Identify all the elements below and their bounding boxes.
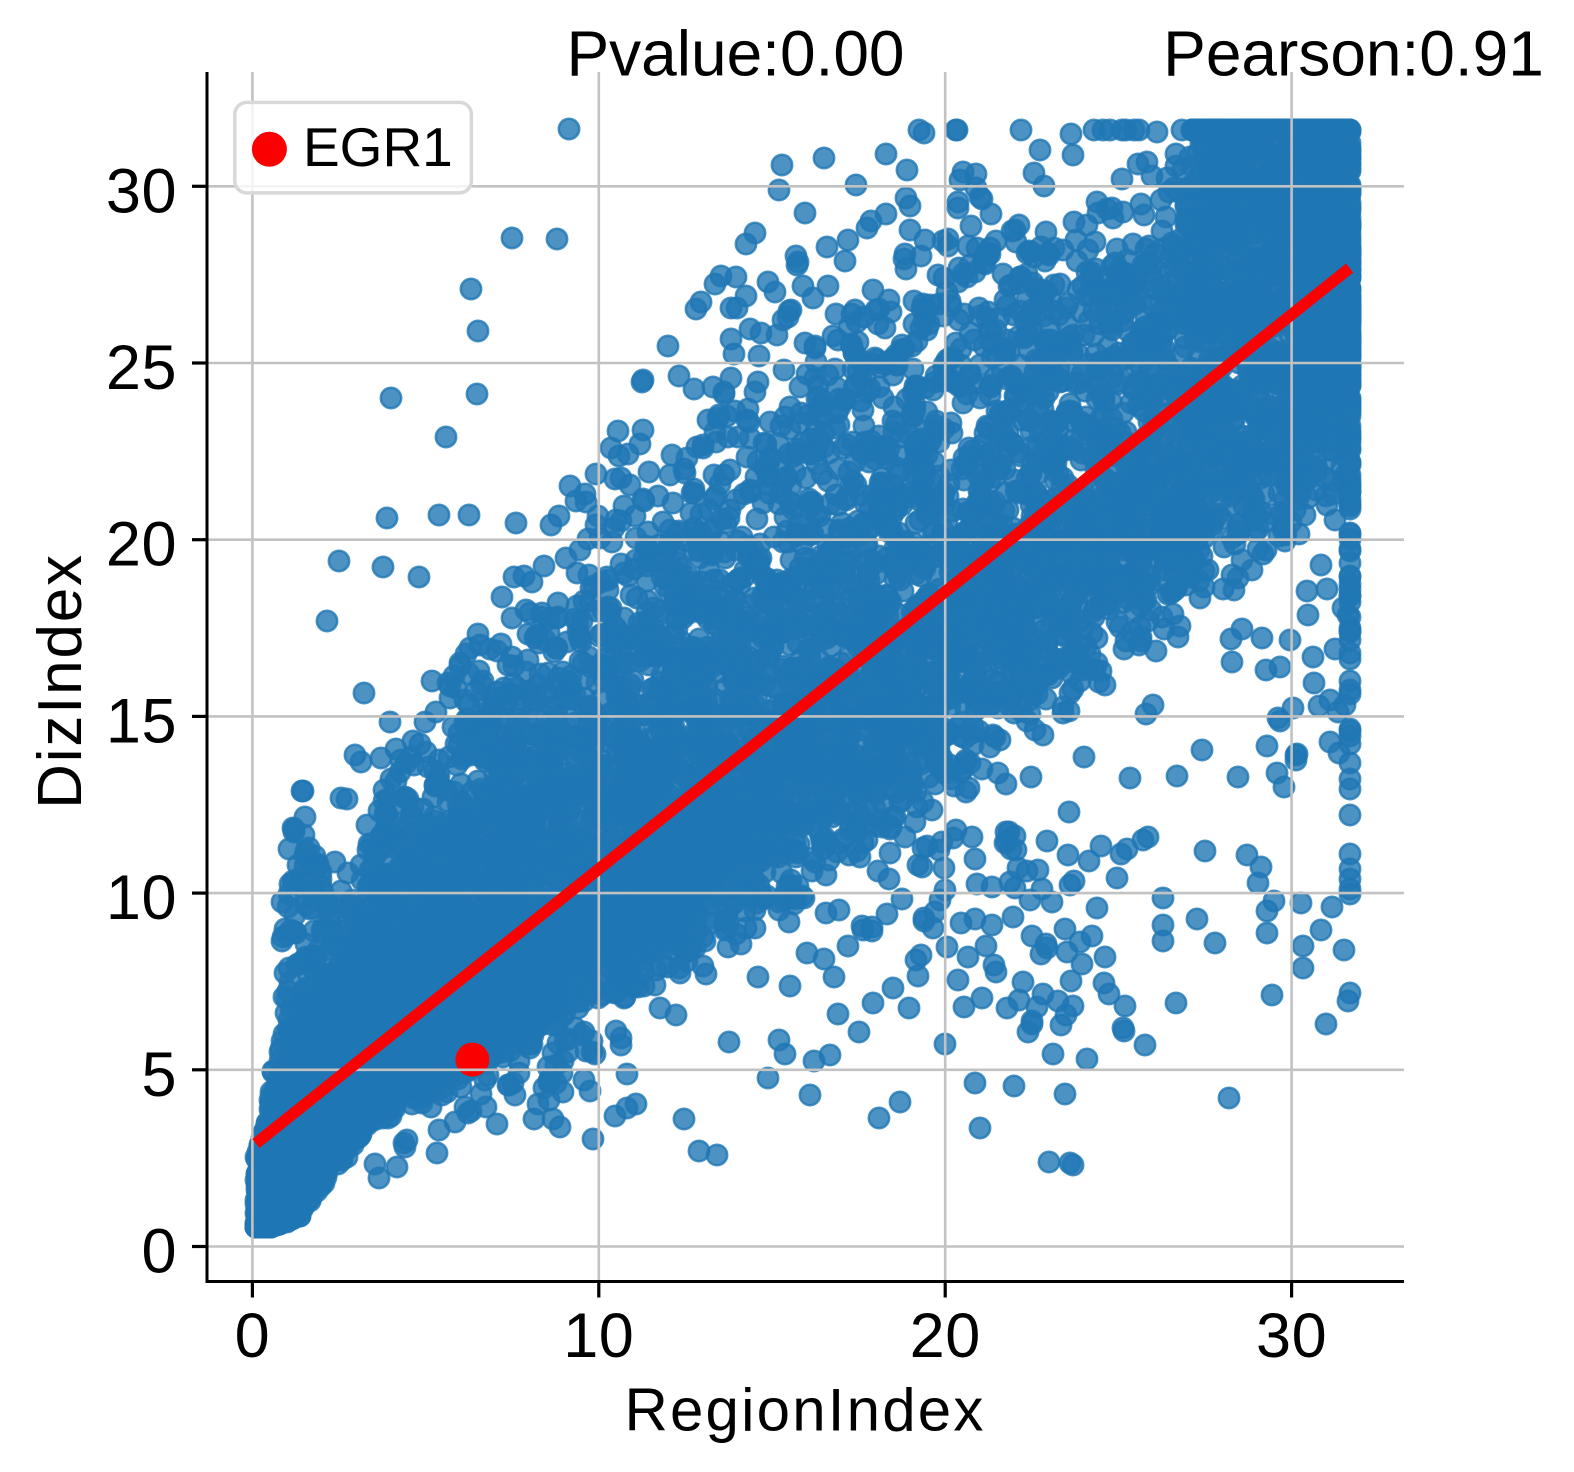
- svg-text:20: 20: [106, 510, 177, 580]
- svg-text:25: 25: [106, 333, 177, 403]
- svg-text:5: 5: [141, 1040, 177, 1110]
- svg-text:EGR1: EGR1: [303, 116, 453, 178]
- svg-text:Pvalue:0.00: Pvalue:0.00: [566, 18, 904, 90]
- svg-text:0: 0: [235, 1301, 271, 1371]
- svg-text:30: 30: [1256, 1301, 1327, 1371]
- svg-text:15: 15: [106, 686, 177, 756]
- svg-text:10: 10: [563, 1301, 634, 1371]
- svg-text:Pearson:0.91: Pearson:0.91: [1163, 18, 1544, 90]
- svg-text:0: 0: [141, 1217, 177, 1287]
- svg-text:10: 10: [106, 863, 177, 933]
- svg-text:30: 30: [106, 156, 177, 226]
- svg-text:DizIndex: DizIndex: [26, 553, 95, 809]
- svg-text:20: 20: [910, 1301, 981, 1371]
- svg-text:RegionIndex: RegionIndex: [624, 1377, 985, 1444]
